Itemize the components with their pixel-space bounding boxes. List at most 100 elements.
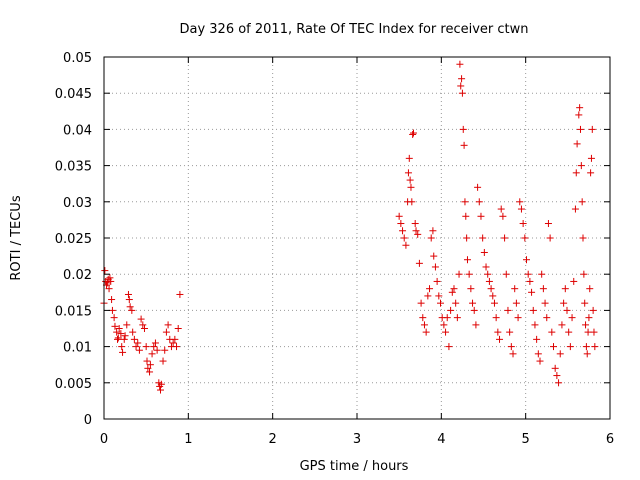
data-point [497,205,505,213]
data-points [100,60,599,394]
data-point [461,198,469,206]
x-tick-label: 1 [184,432,192,447]
data-point [568,314,576,322]
data-point [534,350,542,358]
data-point [526,277,534,285]
data-point [499,212,507,220]
data-point [108,296,116,304]
y-tick-label: 0.035 [55,160,92,175]
data-point [407,183,415,191]
y-tick-label: 0.015 [55,304,92,319]
data-point [502,270,510,278]
data-point [171,335,179,343]
axis-ticks [103,56,611,420]
data-point [405,154,413,162]
data-point [470,306,478,314]
data-point [514,314,522,322]
data-point [506,328,514,336]
data-point [539,285,547,293]
data-point [161,346,169,354]
data-point [589,306,597,314]
y-tick-label: 0 [84,413,92,428]
data-point [553,372,561,380]
x-tick-label: 2 [269,432,277,447]
data-point [591,343,599,351]
data-point [462,212,470,220]
data-point [442,328,450,336]
data-point [544,220,552,228]
data-point [169,339,177,347]
data-point [433,277,441,285]
data-point [422,328,430,336]
data-point [435,292,443,300]
data-point [543,314,551,322]
data-point [420,321,428,329]
data-point [516,198,524,206]
data-point [524,270,532,278]
data-point [469,299,477,307]
data-point [582,321,590,329]
data-point [566,343,574,351]
data-point [417,299,425,307]
data-point [572,169,580,177]
data-point [477,212,485,220]
data-point [519,220,527,228]
y-tick-label: 0.03 [63,196,92,211]
x-tick-label: 4 [437,432,445,447]
x-tick-label: 0 [100,432,108,447]
data-point [406,176,414,184]
data-point [555,379,563,387]
data-point [424,292,432,300]
data-point [427,234,435,242]
data-point [480,248,488,256]
data-point [404,169,412,177]
data-point [528,288,536,296]
data-point [436,299,444,307]
data-point [410,129,418,137]
data-point [558,321,566,329]
data-point [531,321,539,329]
data-point [509,350,517,358]
data-point [551,364,559,372]
data-point [463,256,471,264]
y-tick-label: 0.045 [55,87,92,102]
data-point [458,75,466,83]
data-point [157,386,165,394]
data-point [135,346,143,354]
data-point [548,328,556,336]
data-point [479,234,487,242]
data-point [576,125,584,133]
data-point [130,335,138,343]
data-point [536,357,544,365]
data-point [111,322,119,330]
data-point [118,343,126,351]
data-point [159,357,167,365]
data-point [125,296,133,304]
data-point [110,314,118,322]
y-tick-label: 0.04 [63,123,92,138]
y-tick-label: 0.005 [55,377,92,392]
data-point [459,125,467,133]
data-point [485,277,493,285]
data-point [579,234,587,242]
data-point [119,348,127,356]
data-point [529,306,537,314]
data-point [126,303,134,311]
data-point [129,328,137,336]
x-tick-label: 3 [353,432,361,447]
data-point [443,314,451,322]
data-point [455,270,463,278]
data-point [496,335,504,343]
data-point [148,350,156,358]
data-point [426,285,434,293]
data-point [511,285,519,293]
data-point [458,89,466,97]
data-point [144,364,152,372]
data-point [533,335,541,343]
data-point [411,220,419,228]
data-point [415,259,423,267]
data-point [584,328,592,336]
data-point [414,230,422,238]
data-point [504,306,512,314]
